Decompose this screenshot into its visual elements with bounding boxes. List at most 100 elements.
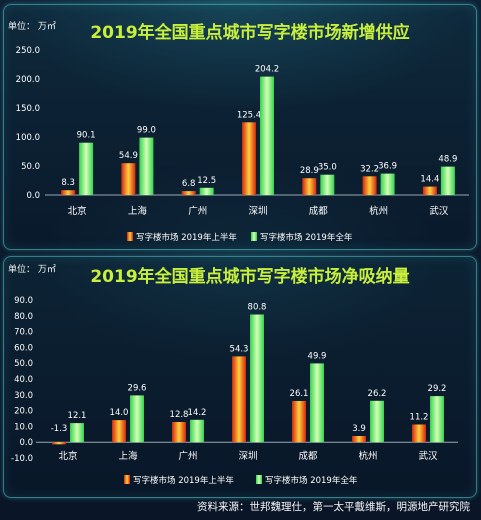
supply-x-tick-label: 上海 xyxy=(128,205,148,217)
absorption-x-tick-label: 上海 xyxy=(118,450,138,462)
absorption-bar-h1-3 xyxy=(232,356,246,443)
absorption-y-tick-label: 50.0 xyxy=(14,359,33,369)
absorption-value-label-h1-2: 12.8 xyxy=(170,410,189,420)
absorption-y-tick-label: 20.0 xyxy=(14,407,33,417)
absorption-y-tick-label: 10.0 xyxy=(14,422,33,432)
absorption-legend-label-full: 写字楼市场 2019年全年 xyxy=(265,475,358,486)
supply-bar-h1-6 xyxy=(422,186,437,195)
supply-value-label-h1-3: 125.4 xyxy=(237,110,261,120)
supply-x-tick-label: 北京 xyxy=(68,205,87,217)
absorption-y-tick-label: 80.0 xyxy=(14,312,33,322)
supply-bar-full-2 xyxy=(199,187,214,196)
supply-bar-h1-5 xyxy=(362,176,377,195)
absorption-x-tick-label: 杭州 xyxy=(358,450,377,462)
absorption-value-label-full-3: 80.8 xyxy=(248,303,267,313)
supply-y-tick-label: 50.0 xyxy=(21,162,40,172)
supply-legend-swatch-full xyxy=(251,232,257,241)
absorption-y-tick-label: 70.0 xyxy=(14,328,33,338)
supply-y-tick-label: 200.0 xyxy=(16,75,40,85)
absorption-y-tick-label: 40.0 xyxy=(14,375,33,385)
supply-bar-full-5 xyxy=(380,173,395,195)
absorption-value-label-full-0: 12.1 xyxy=(68,411,87,421)
supply-x-tick-label: 武汉 xyxy=(429,205,449,217)
supply-y-tick-label: 250.0 xyxy=(16,46,40,56)
supply-bar-full-0 xyxy=(79,142,94,195)
absorption-bar-h1-1 xyxy=(112,420,126,443)
supply-chart-title: 2019年全国重点城市写字楼市场新增供应 xyxy=(90,23,410,43)
supply-y-tick-label: 150.0 xyxy=(16,104,40,114)
absorption-bar-full-5 xyxy=(370,400,384,443)
absorption-bar-h1-0 xyxy=(52,442,66,445)
absorption-value-label-full-2: 14.2 xyxy=(188,408,207,418)
absorption-bar-full-6 xyxy=(430,396,444,443)
supply-bar-h1-4 xyxy=(302,178,317,195)
absorption-y-tick-label: 0.0 xyxy=(19,438,33,448)
supply-legend-swatch-h1 xyxy=(127,232,133,241)
supply-value-label-full-2: 12.5 xyxy=(197,176,216,186)
absorption-bar-chart: -10.0 0.0 10.0 20.0 30.0 40.0 50.0 60.0 70.0 80.0… xyxy=(11,296,458,486)
supply-value-label-h1-1: 54.9 xyxy=(119,151,138,161)
supply-bar-chart: 0.0 50.0 100.0 150.0 200.0 250.0 北京 上海 广州 深圳 成都 杭州 武… xyxy=(16,46,469,243)
supply-y-tick-label: 0.0 xyxy=(26,191,40,201)
supply-bar-full-1 xyxy=(139,137,154,195)
supply-value-label-h1-2: 6.8 xyxy=(182,179,196,189)
supply-bar-h1-2 xyxy=(181,191,196,195)
absorption-bar-full-3 xyxy=(250,314,264,443)
supply-y-tick-label: 100.0 xyxy=(16,133,40,143)
absorption-legend-swatch-full xyxy=(256,475,262,484)
absorption-value-label-h1-1: 14.0 xyxy=(110,408,129,418)
supply-value-label-full-5: 36.9 xyxy=(378,162,397,172)
absorption-y-tick-label: 60.0 xyxy=(14,343,33,353)
absorption-x-tick-label: 武汉 xyxy=(418,450,438,462)
supply-value-label-full-6: 48.9 xyxy=(438,155,457,165)
supply-value-label-h1-5: 32.2 xyxy=(360,164,379,174)
absorption-bar-full-1 xyxy=(130,395,144,443)
supply-legend-label-h1: 写字楼市场 2019年上半年 xyxy=(136,232,237,243)
absorption-bar-full-0 xyxy=(70,423,84,443)
absorption-bar-full-4 xyxy=(310,363,324,443)
supply-unit-label: 单位： 万㎡ xyxy=(8,22,56,32)
absorption-y-tick-label: 90.0 xyxy=(14,296,33,306)
supply-bar-h1-3 xyxy=(242,122,256,195)
absorption-value-label-full-6: 29.2 xyxy=(428,384,447,394)
absorption-value-label-h1-0: -1.3 xyxy=(51,424,68,434)
supply-legend-label-full: 写字楼市场 2019年全年 xyxy=(260,232,353,243)
absorption-unit-label: 单位： 万㎡ xyxy=(8,265,56,275)
absorption-value-label-full-5: 26.2 xyxy=(368,389,387,399)
absorption-chart-title: 2019年全国重点城市写字楼市场净吸纳量 xyxy=(90,267,410,287)
absorption-bar-h1-2 xyxy=(172,422,186,443)
supply-bar-h1-1 xyxy=(121,163,136,195)
absorption-legend-label-h1: 写字楼市场 2019年上半年 xyxy=(133,475,234,486)
absorption-bar-h1-5 xyxy=(352,436,366,443)
absorption-value-label-h1-3: 54.3 xyxy=(230,344,249,354)
supply-bar-full-6 xyxy=(440,166,455,195)
absorption-value-label-full-4: 49.9 xyxy=(308,351,327,361)
absorption-y-tick-label: 30.0 xyxy=(14,391,33,401)
absorption-x-tick-label: 广州 xyxy=(178,450,197,462)
supply-value-label-h1-4: 28.9 xyxy=(300,166,319,176)
absorption-bar-h1-4 xyxy=(292,401,306,443)
supply-bar-h1-0 xyxy=(61,190,76,195)
absorption-x-tick-label: 成都 xyxy=(298,450,318,462)
supply-bar-full-3 xyxy=(260,76,274,195)
absorption-x-tick-label: 北京 xyxy=(58,450,77,462)
supply-bar-full-4 xyxy=(320,174,335,195)
supply-value-label-full-0: 90.1 xyxy=(77,131,96,141)
absorption-y-tick-label: -10.0 xyxy=(11,454,33,464)
supply-x-tick-label: 成都 xyxy=(309,205,329,217)
supply-value-label-full-1: 99.0 xyxy=(137,126,156,136)
supply-x-tick-label: 杭州 xyxy=(369,205,388,217)
supply-chart-panel xyxy=(3,4,477,250)
source-note: 资料来源：世邦魏理仕，第一太平戴维斯，明源地产研究院 xyxy=(197,501,470,513)
supply-value-label-h1-0: 8.3 xyxy=(61,178,75,188)
absorption-bar-full-2 xyxy=(190,419,204,443)
absorption-legend-swatch-h1 xyxy=(124,475,130,484)
absorption-value-label-full-1: 29.6 xyxy=(128,383,147,393)
absorption-value-label-h1-4: 26.1 xyxy=(290,389,309,399)
supply-value-label-full-3: 204.2 xyxy=(255,65,279,75)
supply-x-tick-label: 广州 xyxy=(188,205,207,217)
absorption-value-label-h1-6: 11.2 xyxy=(410,413,429,423)
supply-value-label-full-4: 35.0 xyxy=(318,163,337,173)
